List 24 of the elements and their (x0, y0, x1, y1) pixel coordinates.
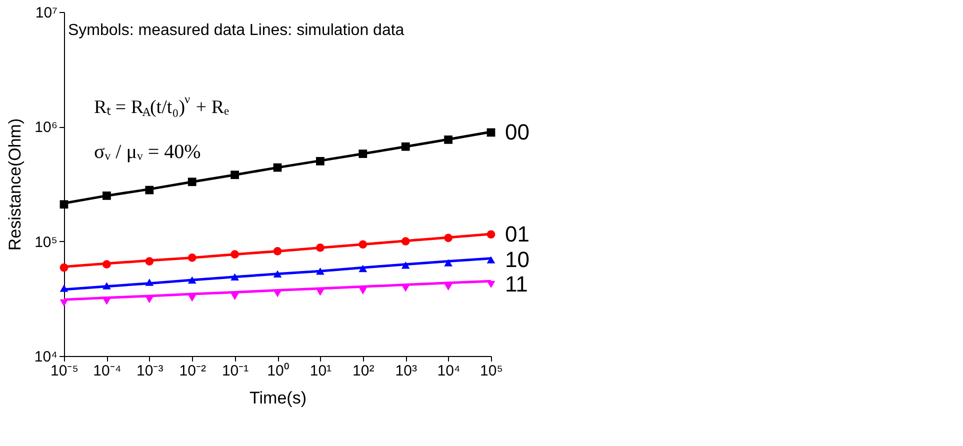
x-axis-title: Time(s) (250, 388, 306, 408)
x-tick-label: 10³ (395, 362, 417, 380)
x-tick-label: 10² (352, 362, 374, 380)
series-label: 11 (505, 272, 528, 297)
annotation: Symbols: measured data Lines: simulation data (68, 22, 404, 39)
x-tick-label: 10⁵ (480, 362, 503, 380)
x-tick-label: 10⁻³ (136, 362, 164, 380)
y-tick-label: 10⁵ (34, 234, 58, 251)
x-tick-label: 10⁻¹ (222, 362, 249, 380)
x-tick-label: 10⁴ (437, 362, 460, 380)
y-tick-label: 10⁴ (34, 348, 58, 366)
x-tick-label: 10¹ (310, 362, 332, 380)
series-label: 01 (505, 221, 530, 246)
y-axis-title: Resistance(Ohm) (5, 118, 24, 251)
x-tick-label: 10⁻⁴ (93, 362, 122, 380)
annotation: σᵥ / μᵥ = 40% (94, 141, 201, 163)
series-label: 00 (505, 119, 530, 144)
point (486, 256, 496, 264)
x-tick-label: 10⁰ (267, 362, 289, 380)
x-tick-label: 10⁻² (179, 362, 206, 380)
y-tick-label: 10⁶ (34, 119, 58, 136)
x-tick-label: 10⁻⁵ (50, 362, 78, 380)
series-label: 10 (505, 246, 530, 272)
y-tick-label: 10⁷ (35, 4, 58, 22)
